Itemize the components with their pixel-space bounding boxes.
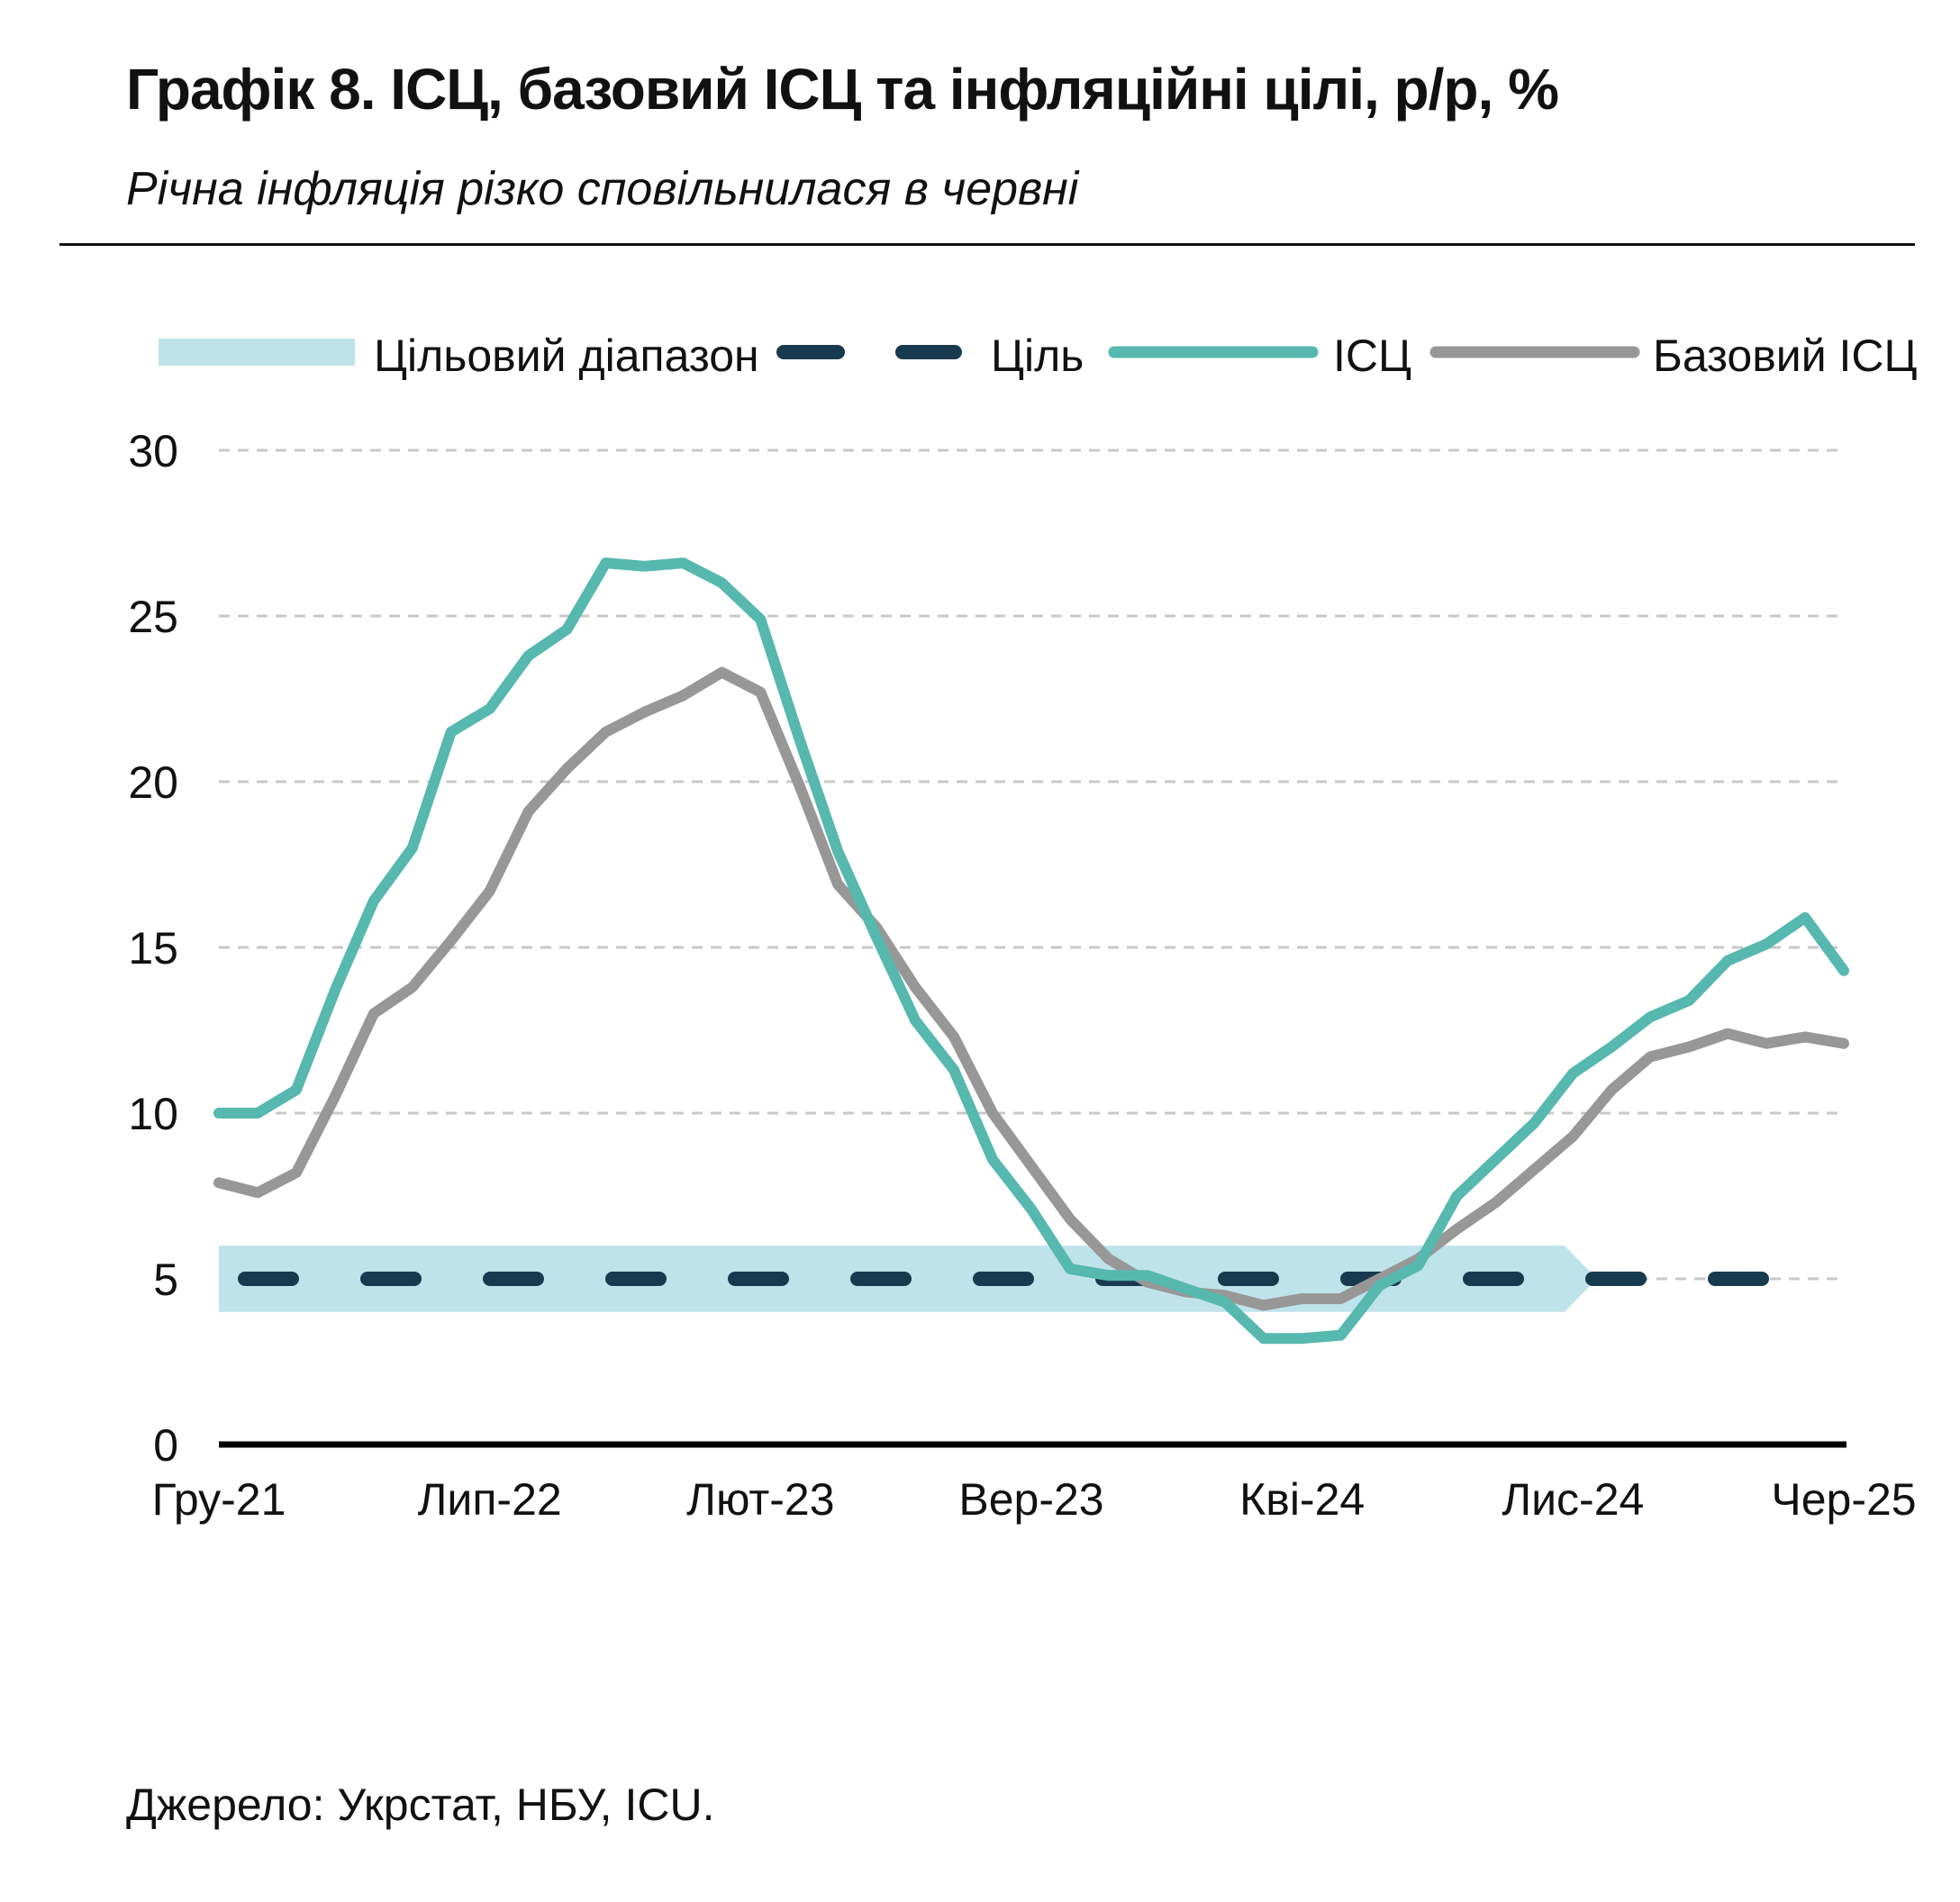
x-tick-label: Лют-23: [686, 1474, 834, 1525]
y-tick-label: 15: [128, 923, 178, 974]
legend-swatch-target-band: [159, 339, 355, 366]
x-tick-label: Вер-23: [958, 1474, 1103, 1525]
y-tick-label: 10: [128, 1089, 178, 1139]
y-tick-label: 5: [153, 1254, 178, 1305]
legend-label-core-cpi: Базовий ІСЦ: [1653, 331, 1918, 381]
y-tick-label: 30: [128, 426, 178, 476]
legend-label-target: Ціль: [991, 331, 1084, 381]
y-tick-label: 25: [128, 592, 178, 642]
cpi-line: [213, 557, 1849, 1345]
legend-label-target-band: Цільовий діапазон: [374, 331, 759, 381]
legend-label-cpi: ІСЦ: [1333, 331, 1411, 381]
chart-subtitle: Річна інфляція різко сповільнилася в чер…: [126, 163, 1079, 215]
core-cpi-line: [213, 666, 1849, 1311]
gridlines: [219, 448, 1844, 1281]
x-tick-label: Лис-24: [1502, 1474, 1644, 1525]
legend: Цільовий діапазон Ціль ІСЦ Базовий ІСЦ: [159, 331, 1918, 381]
y-tick-label: 20: [128, 757, 178, 808]
x-tick-label: Чер-25: [1771, 1474, 1916, 1525]
series-lines: [213, 557, 1849, 1345]
target-band-group: [219, 1245, 1791, 1312]
x-tick-label: Гру-21: [152, 1474, 286, 1525]
chart-title: Графік 8. ІСЦ, базовий ІСЦ та інфляційні…: [126, 57, 1559, 122]
x-tick-label: Лип-22: [418, 1474, 562, 1525]
source-note: Джерело: Укрстат, НБУ, ICU.: [126, 1780, 715, 1830]
x-axis-ticks: Гру-21 Лип-22 Лют-23 Вер-23 Кві-24 Лис-24 Чер-…: [152, 1474, 1917, 1525]
x-tick-label: Кві-24: [1239, 1474, 1365, 1525]
header-divider: [59, 243, 1915, 246]
y-tick-label: 0: [153, 1420, 178, 1471]
y-axis-ticks: 0 5 10 15 20 25 30: [128, 426, 178, 1471]
